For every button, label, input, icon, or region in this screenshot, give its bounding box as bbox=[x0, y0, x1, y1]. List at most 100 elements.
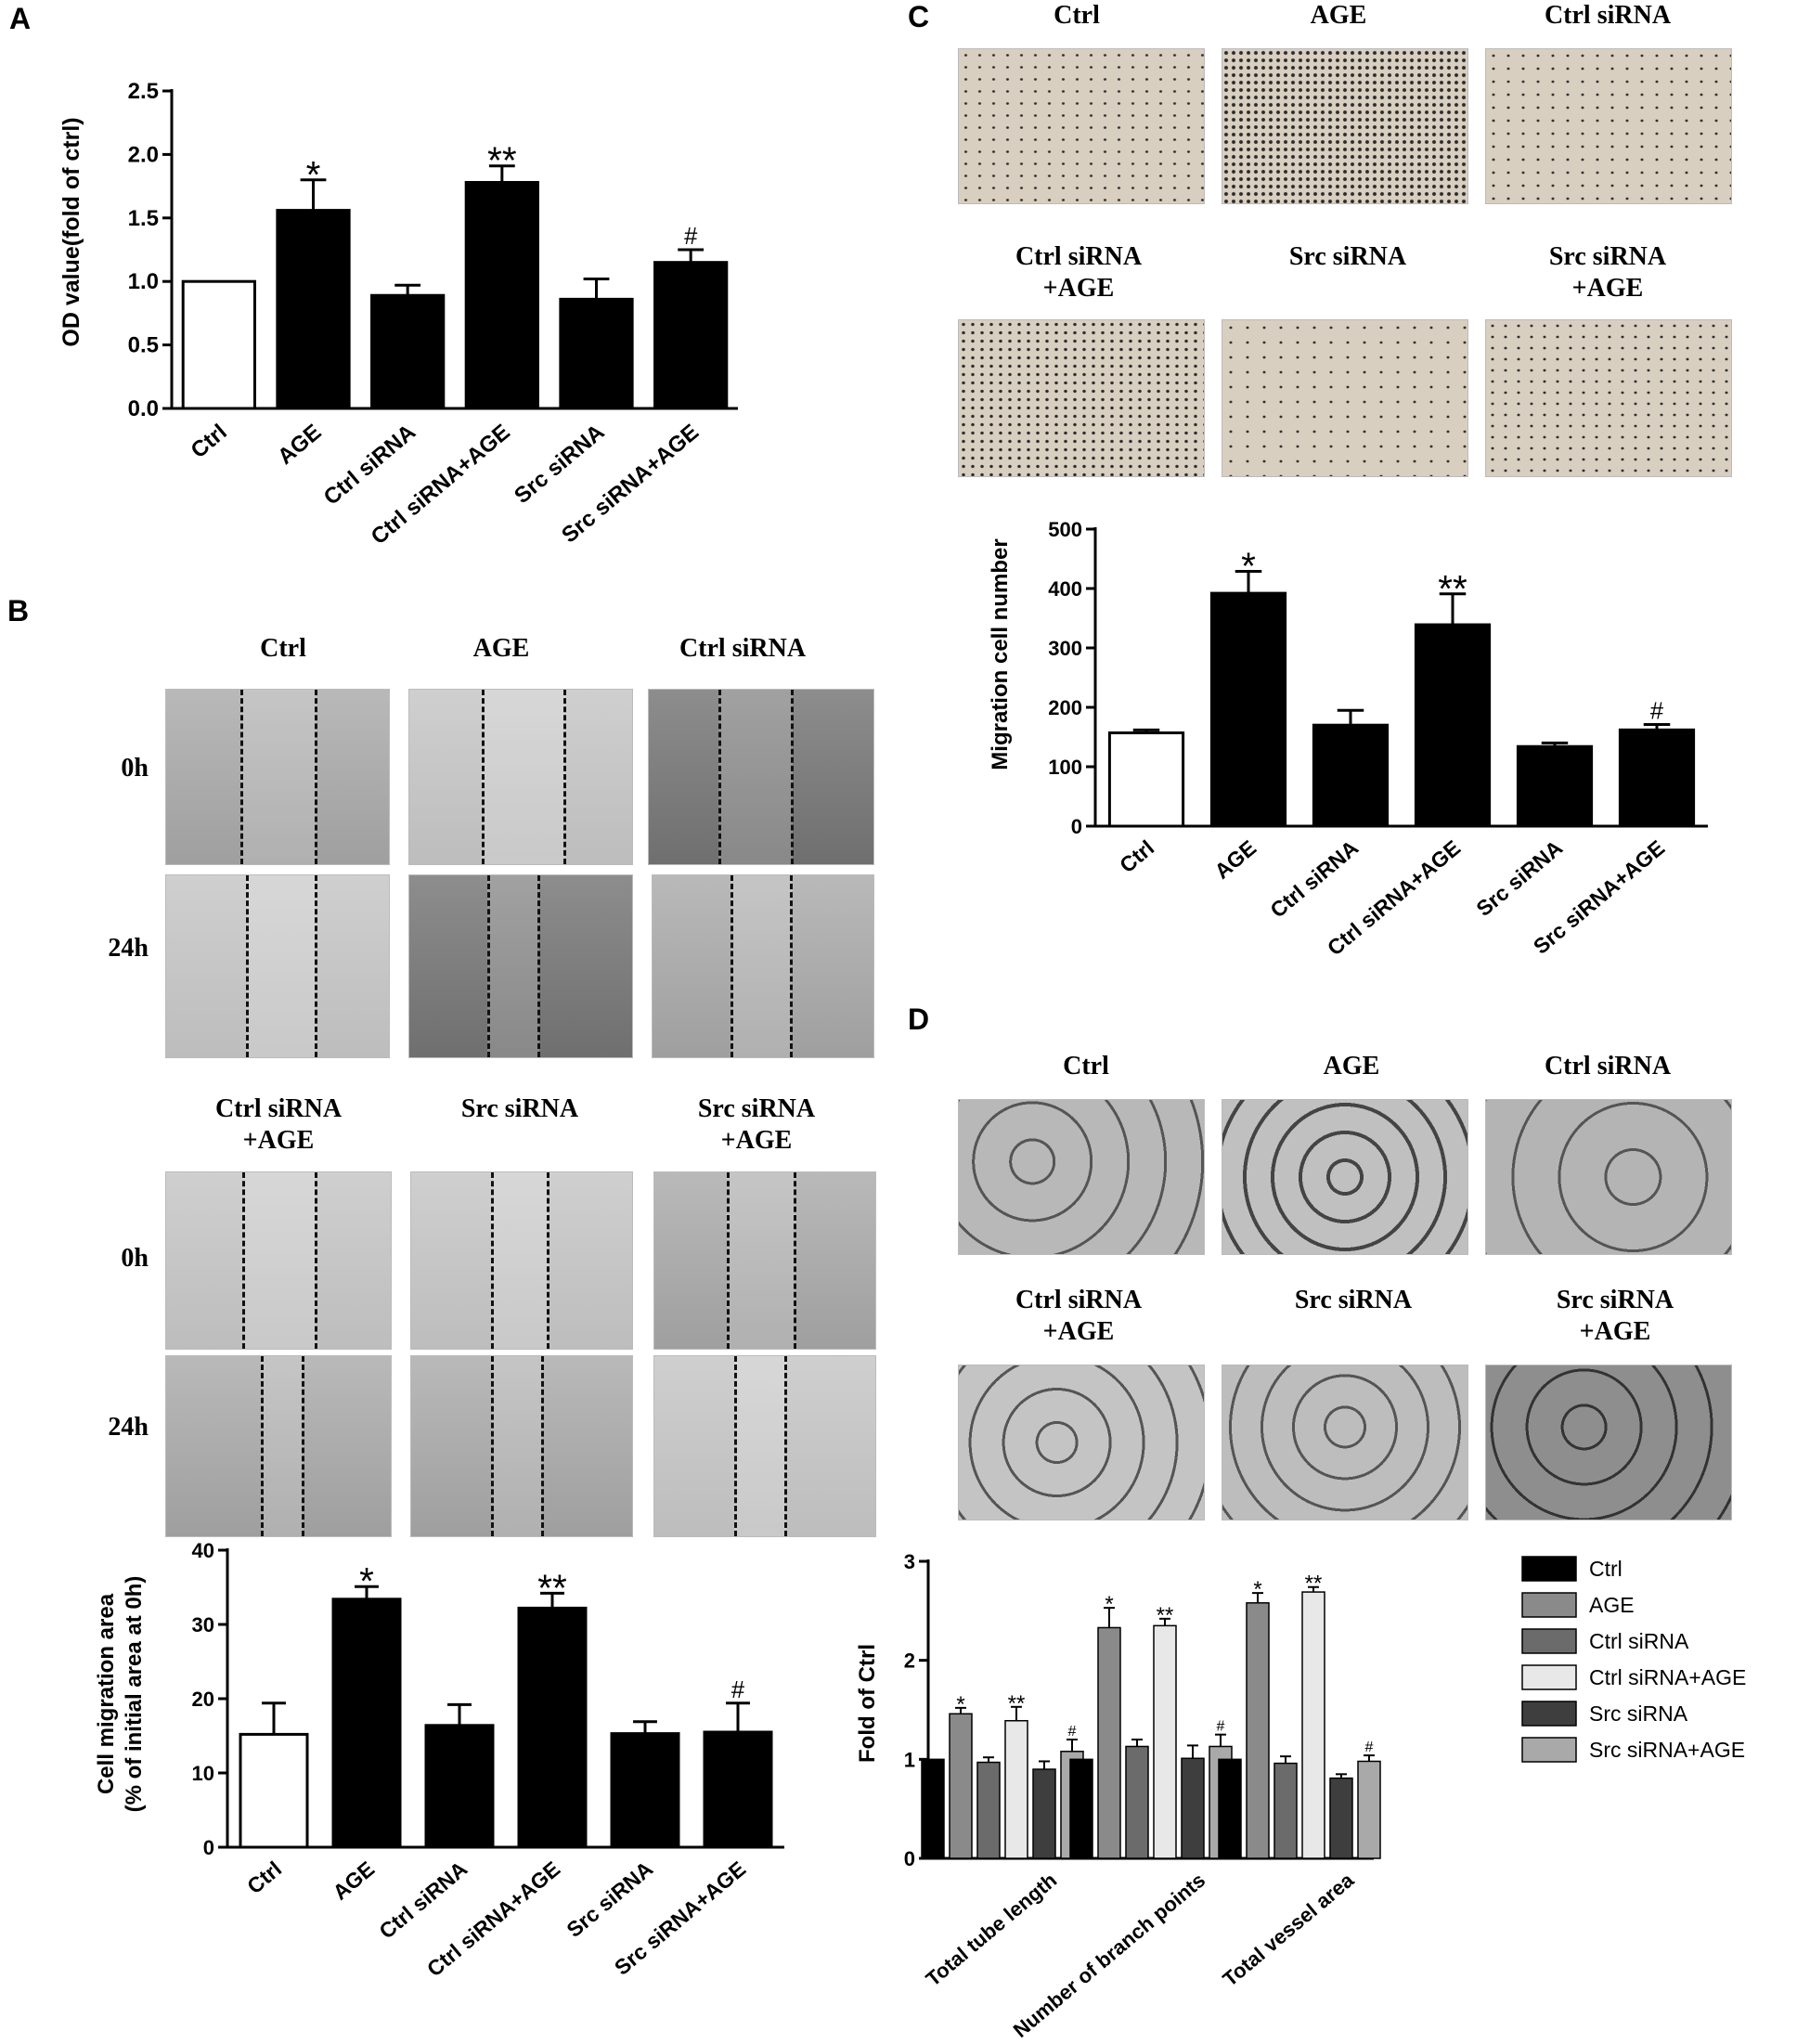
wound-image-age-0h bbox=[408, 689, 633, 865]
chart-d-significance-mark: ** bbox=[1008, 1691, 1026, 1716]
chart-d-legend-label: Ctrl siRNA bbox=[1589, 1629, 1689, 1653]
chart-d-legend-swatch bbox=[1521, 1701, 1577, 1727]
c-cond-ctrl-sirna-age: Ctrl siRNA +AGE bbox=[1015, 242, 1143, 303]
chart-b-yaxis: 0 10 20 30 40 bbox=[192, 1539, 784, 1859]
chart-b-significance-mark: * bbox=[359, 1559, 374, 1602]
chart-b-bar bbox=[610, 1732, 680, 1849]
chart-b-significance-mark: # bbox=[731, 1677, 745, 1703]
chart-d-bar bbox=[1153, 1624, 1177, 1859]
chart-d-x-label: Total vessel area bbox=[1219, 1868, 1359, 1991]
wound-image-ctrl-sirna-age-0h bbox=[165, 1171, 392, 1350]
chart-d-legend-swatch bbox=[1521, 1628, 1577, 1654]
tube-image-ctrl-sirna-age bbox=[958, 1365, 1205, 1520]
panel-label-c: C bbox=[908, 0, 930, 33]
chart-d-bar bbox=[1218, 1758, 1242, 1859]
chart-b-y-tick-label: 0 bbox=[203, 1836, 214, 1859]
chart-c-bar bbox=[1618, 728, 1696, 828]
chart-d-legend-label: Ctrl siRNA+AGE bbox=[1589, 1665, 1746, 1689]
b-time-0h-bottom: 0h bbox=[121, 1244, 149, 1273]
chart-d-bar bbox=[1273, 1762, 1298, 1859]
chart-a-significance-mark: * bbox=[306, 153, 321, 196]
chart-c-y-tick-label: 400 bbox=[1048, 577, 1082, 601]
chart-d-legend-label: Ctrl bbox=[1589, 1557, 1623, 1581]
chart-a-bar bbox=[464, 180, 539, 410]
panel-label-d: D bbox=[908, 1003, 930, 1036]
chart-d-bar bbox=[1329, 1777, 1353, 1859]
chart-a-ylabel: OD value(fold of ctrl) bbox=[58, 117, 84, 346]
tube-image-ctrl-sirna bbox=[1485, 1099, 1732, 1255]
b-cond-ctrl: Ctrl bbox=[260, 634, 306, 663]
wound-image-ctrl-sirna-age-24h bbox=[165, 1355, 392, 1537]
chart-a-x-label: Ctrl siRNA bbox=[319, 420, 420, 511]
chart-d-significance-mark: # bbox=[1068, 1724, 1077, 1740]
chart-d-bar bbox=[976, 1761, 1001, 1859]
chart-d-bar bbox=[1246, 1602, 1270, 1859]
chart-c-y-tick-label: 500 bbox=[1048, 518, 1082, 541]
c-cond-ctrl: Ctrl bbox=[1054, 1, 1100, 30]
chart-d-significance-mark: * bbox=[956, 1692, 964, 1717]
chart-b-bar bbox=[424, 1724, 495, 1849]
chart-b-y-tick-label: 10 bbox=[192, 1762, 214, 1785]
chart-b-x-label: Ctrl siRNA bbox=[374, 1856, 472, 1944]
chart-a-yaxis: 0.0 0.5 1.0 1.5 2.0 2.5 bbox=[128, 79, 738, 421]
wound-image-ctrl-sirna-0h bbox=[648, 689, 874, 865]
chart-d-significance-mark: ** bbox=[1157, 1603, 1174, 1628]
chart-a-y-tick-label: 2.0 bbox=[128, 142, 159, 167]
chart-c-bar bbox=[1516, 744, 1594, 828]
chart-b-ylabel2: (% of initial area at 0h) bbox=[122, 1576, 147, 1813]
chart-a-x-label: Ctrl bbox=[187, 420, 232, 463]
chart-d-legend-swatch bbox=[1521, 1556, 1577, 1582]
chart-d-ylabel: Fold of Ctrl bbox=[855, 1644, 880, 1763]
d-cond-ctrl: Ctrl bbox=[1063, 1052, 1109, 1080]
chart-b-ylabel: Cell migration area bbox=[94, 1593, 119, 1794]
b-time-0h-top: 0h bbox=[121, 754, 149, 783]
chart-d-significance-mark: * bbox=[1253, 1577, 1261, 1602]
chart-c-x-label: Ctrl siRNA bbox=[1265, 835, 1363, 923]
chart-d-significance-mark: * bbox=[1105, 1592, 1113, 1617]
chart-c-ylabel: Migration cell number bbox=[988, 538, 1013, 770]
chart-c-x-label: AGE bbox=[1209, 835, 1261, 884]
chart-a-x-label: AGE bbox=[273, 420, 326, 470]
chart-b-bar bbox=[517, 1606, 588, 1849]
chart-c-y-tick-label: 300 bbox=[1048, 637, 1082, 660]
d-cond-ctrl-sirna: Ctrl siRNA bbox=[1544, 1052, 1672, 1080]
chart-a-y-tick-label: 1.0 bbox=[128, 269, 159, 294]
transwell-image-age bbox=[1222, 48, 1468, 204]
chart-d-bar bbox=[1069, 1758, 1093, 1859]
chart-c-bars: ***# bbox=[1107, 544, 1696, 828]
chart-b-x-label: Src siRNA bbox=[562, 1856, 657, 1942]
chart-b-y-tick-label: 40 bbox=[192, 1539, 214, 1562]
c-cond-age: AGE bbox=[1310, 1, 1367, 30]
tube-image-src-sirna bbox=[1222, 1365, 1468, 1520]
transwell-image-ctrl bbox=[958, 48, 1205, 204]
chart-d-bar bbox=[1357, 1760, 1381, 1859]
d-cond-src-sirna-age: Src siRNA +AGE bbox=[1556, 1286, 1674, 1346]
chart-a-bar bbox=[653, 261, 729, 410]
transwell-image-ctrl-sirna-age bbox=[958, 319, 1205, 477]
chart-b-x-label: AGE bbox=[328, 1856, 379, 1905]
chart-b-bar bbox=[703, 1730, 773, 1849]
chart-d-bar bbox=[1181, 1757, 1205, 1859]
d-cond-ctrl-sirna-age: Ctrl siRNA +AGE bbox=[1015, 1286, 1143, 1346]
wound-image-ctrl-24h bbox=[165, 874, 390, 1058]
chart-b-bar bbox=[239, 1732, 309, 1849]
tube-image-ctrl bbox=[958, 1099, 1205, 1255]
chart-d-legend-swatch bbox=[1521, 1592, 1577, 1618]
d-cond-src-sirna: Src siRNA bbox=[1294, 1286, 1413, 1314]
chart-a-x-label: Src siRNA bbox=[510, 420, 609, 509]
chart-c-yaxis: 0 100 200 300 400 500 bbox=[1048, 518, 1708, 838]
b-cond-src-sirna: Src siRNA bbox=[460, 1094, 579, 1123]
chart-d-legend-swatch bbox=[1521, 1737, 1577, 1763]
chart-d-legend: Ctrl AGE Ctrl siRNA Ctrl siRNA+AGE Src siRNA… bbox=[1521, 1556, 1746, 1763]
chart-c-y-tick-label: 200 bbox=[1048, 696, 1082, 719]
chart-c-significance-mark: ** bbox=[1438, 567, 1467, 610]
chart-a-y-tick-label: 1.5 bbox=[128, 206, 159, 231]
chart-c-bar bbox=[1107, 731, 1185, 828]
panel-label-b: B bbox=[7, 594, 30, 627]
chart-d-legend-label: Src siRNA+AGE bbox=[1589, 1738, 1745, 1762]
chart-b-significance-mark: ** bbox=[537, 1566, 567, 1609]
chart-b-bars: * **# bbox=[239, 1559, 773, 1849]
